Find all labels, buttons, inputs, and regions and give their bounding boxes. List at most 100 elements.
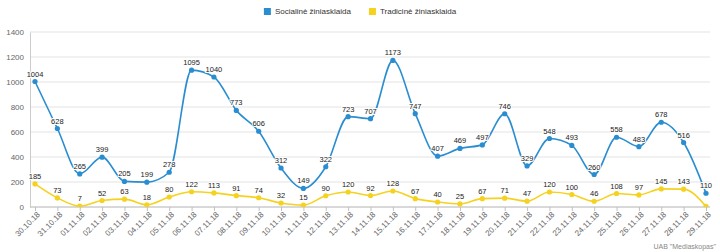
y-tick-label: 0 <box>20 203 25 212</box>
point <box>346 114 351 119</box>
point <box>323 164 328 169</box>
y-tick: 0 <box>20 203 30 212</box>
point <box>636 192 641 197</box>
y-tick-label: 1000 <box>6 78 24 87</box>
grid <box>30 32 710 207</box>
data-label: 7 <box>78 194 82 203</box>
point <box>77 171 82 176</box>
point <box>144 202 149 207</box>
legend-symbol <box>369 8 376 15</box>
data-label: 278 <box>163 160 176 169</box>
data-label: 205 <box>118 169 131 178</box>
series-line <box>35 184 706 207</box>
y-tick: 600 <box>11 128 30 137</box>
legend-label: Socialinė žiniasklaida <box>275 7 352 16</box>
point <box>435 199 440 204</box>
point <box>480 142 485 147</box>
data-label: 773 <box>230 98 243 107</box>
data-label: 265 <box>73 162 86 171</box>
point <box>569 143 574 148</box>
legend-item[interactable]: Socialinė žiniasklaida <box>264 7 352 16</box>
point <box>55 126 60 131</box>
data-label: 407 <box>431 144 444 153</box>
point <box>413 111 418 116</box>
data-label: 1173 <box>385 48 401 57</box>
data-label: 199 <box>141 170 154 179</box>
legend-item[interactable]: Tradicinė žiniasklaida <box>369 7 457 16</box>
data-label: 15 <box>299 193 307 202</box>
point <box>703 191 708 196</box>
grid-line <box>30 57 710 58</box>
point <box>189 68 194 73</box>
point <box>100 198 105 203</box>
legend-label: Tradicinė žiniasklaida <box>380 7 457 16</box>
point <box>100 155 105 160</box>
series-line <box>35 60 706 193</box>
x-axis-line <box>30 207 710 208</box>
data-label: 100 <box>566 183 579 192</box>
data-label: 120 <box>543 180 556 189</box>
point <box>547 189 552 194</box>
point <box>659 120 664 125</box>
point <box>390 58 395 63</box>
legend: Socialinė žiniasklaida Tradicinė žiniaskl… <box>264 7 457 16</box>
point <box>592 172 597 177</box>
point <box>77 204 82 207</box>
point <box>234 193 239 198</box>
grid-line <box>30 132 710 133</box>
data-label: 1040 <box>206 65 223 74</box>
data-label: 67 <box>411 187 419 196</box>
grid-line <box>30 32 710 33</box>
y-tick-label: 600 <box>11 128 25 137</box>
data-label: 312 <box>275 156 288 165</box>
data-label: 113 <box>208 181 220 190</box>
data-label: 40 <box>433 190 441 199</box>
point <box>122 179 127 184</box>
data-label: 723 <box>342 105 355 114</box>
point <box>301 203 306 207</box>
point <box>278 165 283 170</box>
point <box>278 200 283 205</box>
data-label: 628 <box>51 117 64 126</box>
data-label: 329 <box>521 154 534 163</box>
point <box>547 136 552 141</box>
point <box>703 204 708 207</box>
y-tick-label: 1400 <box>6 28 24 37</box>
y-tick: 400 <box>11 153 30 162</box>
y-tick: 1200 <box>6 53 30 62</box>
y-tick: 1000 <box>6 78 30 87</box>
x-tick-label: 29.11.18 <box>685 210 713 238</box>
point <box>122 197 127 202</box>
data-label: 128 <box>387 179 400 188</box>
data-label: 143 <box>677 177 690 186</box>
data-label: 260 <box>588 163 601 172</box>
data-label: 91 <box>232 184 240 193</box>
point <box>502 196 507 201</box>
legend-symbol <box>264 8 271 15</box>
y-tick: 800 <box>11 103 30 112</box>
data-label: 1004 <box>27 70 44 79</box>
y-tick: 200 <box>11 178 30 187</box>
chart: 020040060080010001200140030.10.1831.10.1… <box>0 0 720 252</box>
data-label: 63 <box>120 187 128 196</box>
point <box>480 196 485 201</box>
point <box>614 135 619 140</box>
point <box>457 201 462 206</box>
y-tick-label: 200 <box>11 178 25 187</box>
point <box>592 199 597 204</box>
data-label: 67 <box>478 187 486 196</box>
point <box>234 108 239 113</box>
data-label: 73 <box>53 186 61 195</box>
point <box>211 190 216 195</box>
point <box>167 194 172 199</box>
y-axis: 0 200 400 600 800 1000 1200 1400 <box>6 28 30 212</box>
point <box>368 193 373 198</box>
data-label: 516 <box>677 131 690 140</box>
data-label: 149 <box>297 176 310 185</box>
point <box>636 144 641 149</box>
data-label: 92 <box>366 184 374 193</box>
data-label: 497 <box>476 133 489 142</box>
point <box>457 146 462 151</box>
data-label: 322 <box>320 155 333 164</box>
data-label: 74 <box>254 186 262 195</box>
